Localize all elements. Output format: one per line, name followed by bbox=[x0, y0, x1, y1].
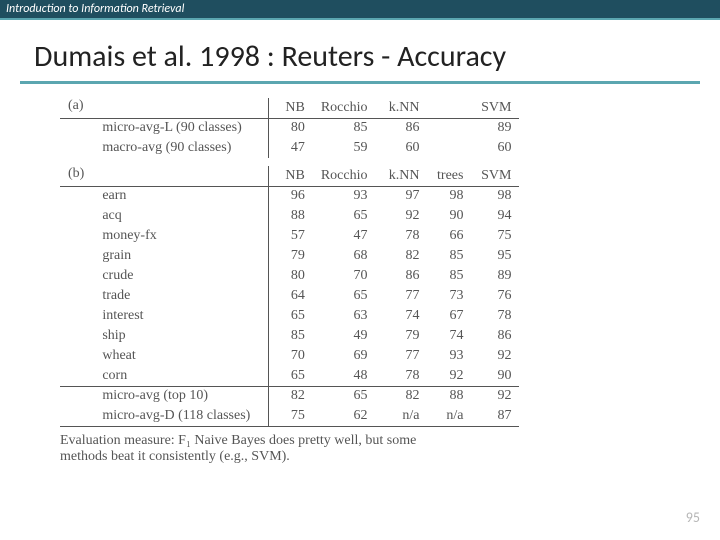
table-row: ship8549797486 bbox=[60, 326, 519, 346]
header-bar: Introduction to Information Retrieval bbox=[0, 0, 720, 20]
table-row: grain7968828595 bbox=[60, 246, 519, 266]
col-nb: NB bbox=[269, 166, 313, 186]
page-number: 95 bbox=[686, 509, 700, 526]
col-trees: trees bbox=[427, 166, 471, 186]
header-row-b: (b) NB Rocchio k.NN trees SVM bbox=[60, 166, 519, 186]
content-area: (a) NB Rocchio k.NN SVM micro-avg-L (90 … bbox=[0, 84, 720, 465]
col-rocchio: Rocchio bbox=[313, 98, 376, 118]
table-row: acq8865929094 bbox=[60, 206, 519, 226]
col-svm: SVM bbox=[471, 98, 519, 118]
col-svm: SVM bbox=[471, 166, 519, 186]
caption-line-1: Evaluation measure: F₁ Naive Bayes does … bbox=[60, 433, 416, 448]
cell: 89 bbox=[471, 118, 519, 138]
cell bbox=[427, 138, 471, 158]
cell: 80 bbox=[269, 118, 313, 138]
table-row: wheat7069779392 bbox=[60, 346, 519, 366]
table-row: earn9693979898 bbox=[60, 186, 519, 206]
caption: Evaluation measure: F₁ Naive Bayes does … bbox=[60, 433, 620, 465]
table-row: crude8070868589 bbox=[60, 266, 519, 286]
cell bbox=[427, 118, 471, 138]
col-knn: k.NN bbox=[375, 98, 427, 118]
table-row: interest6563746778 bbox=[60, 306, 519, 326]
course-name: Introduction to Information Retrieval bbox=[6, 2, 184, 16]
row-label: macro-avg (90 classes) bbox=[94, 138, 268, 158]
table-row: micro-avg (top 10)8265828892 bbox=[60, 386, 519, 406]
table-row: macro-avg (90 classes) 47 59 60 60 bbox=[60, 138, 519, 158]
cell: 60 bbox=[471, 138, 519, 158]
section-b-label: (b) bbox=[60, 166, 94, 186]
cell: 59 bbox=[313, 138, 376, 158]
col-trees bbox=[427, 98, 471, 118]
section-a-label: (a) bbox=[60, 98, 94, 118]
cell: 86 bbox=[375, 118, 427, 138]
col-nb: NB bbox=[269, 98, 313, 118]
results-table: (a) NB Rocchio k.NN SVM micro-avg-L (90 … bbox=[60, 98, 519, 427]
table-row: money-fx5747786675 bbox=[60, 226, 519, 246]
slide-title: Dumais et al. 1998 : Reuters - Accuracy bbox=[0, 20, 720, 81]
col-rocchio: Rocchio bbox=[313, 166, 376, 186]
table-row: micro-avg-D (118 classes)7562n/an/a87 bbox=[60, 406, 519, 426]
col-knn: k.NN bbox=[375, 166, 427, 186]
table-row: trade6465777376 bbox=[60, 286, 519, 306]
cell: 60 bbox=[375, 138, 427, 158]
blank-header bbox=[94, 98, 268, 118]
header-row-a: (a) NB Rocchio k.NN SVM bbox=[60, 98, 519, 118]
cell: 85 bbox=[313, 118, 376, 138]
row-label: micro-avg-L (90 classes) bbox=[94, 118, 268, 138]
caption-line-2: methods beat it consistently (e.g., SVM)… bbox=[60, 449, 290, 464]
cell: 47 bbox=[269, 138, 313, 158]
table-row: micro-avg-L (90 classes) 80 85 86 89 bbox=[60, 118, 519, 138]
table-row: corn6548789290 bbox=[60, 366, 519, 386]
